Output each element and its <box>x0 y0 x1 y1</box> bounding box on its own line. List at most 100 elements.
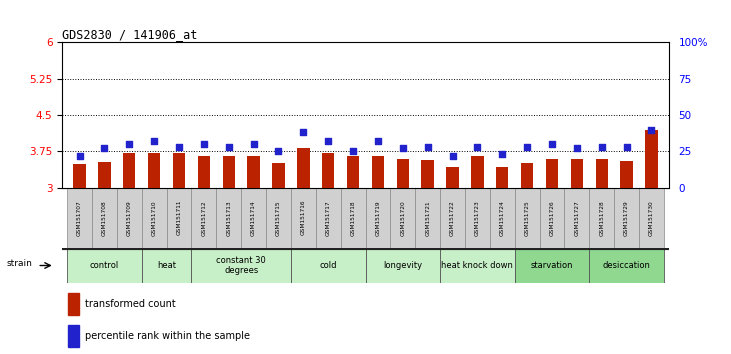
Point <box>347 149 359 154</box>
Bar <box>297 148 309 188</box>
Bar <box>539 188 564 248</box>
Bar <box>346 156 359 188</box>
Text: GSM151726: GSM151726 <box>550 200 555 235</box>
Bar <box>266 188 291 248</box>
Bar <box>564 188 589 248</box>
Point <box>546 141 558 147</box>
Bar <box>366 188 390 248</box>
Bar <box>123 153 135 188</box>
Bar <box>515 248 589 283</box>
Bar <box>316 188 341 248</box>
Bar <box>192 248 291 283</box>
Bar <box>372 156 385 188</box>
Bar <box>341 188 366 248</box>
Bar <box>322 153 334 188</box>
Text: GSM151724: GSM151724 <box>500 200 505 235</box>
Point <box>148 138 160 144</box>
Text: GSM151713: GSM151713 <box>226 200 231 235</box>
Bar <box>621 161 633 188</box>
Text: heat knock down: heat knock down <box>442 261 513 270</box>
Bar <box>390 188 415 248</box>
Bar <box>571 159 583 188</box>
Text: GSM151714: GSM151714 <box>251 200 256 235</box>
Point <box>198 141 210 147</box>
Text: starvation: starvation <box>531 261 573 270</box>
Bar <box>92 188 117 248</box>
Bar <box>521 164 534 188</box>
Text: GSM151716: GSM151716 <box>301 200 306 235</box>
Bar <box>68 293 79 315</box>
Point <box>173 144 185 150</box>
Bar <box>241 188 266 248</box>
Point <box>496 152 508 157</box>
Text: GSM151712: GSM151712 <box>201 200 206 235</box>
Bar <box>614 188 639 248</box>
Text: percentile rank within the sample: percentile rank within the sample <box>85 331 249 341</box>
Bar <box>272 164 284 188</box>
Bar <box>471 156 484 188</box>
Point <box>99 145 110 151</box>
Point <box>298 130 309 135</box>
Text: GSM151708: GSM151708 <box>102 200 107 235</box>
Bar <box>440 248 515 283</box>
Bar <box>148 153 160 188</box>
Point <box>124 141 135 147</box>
Bar <box>515 188 539 248</box>
Bar <box>596 159 608 188</box>
Point <box>273 149 284 154</box>
Text: GDS2830 / 141906_at: GDS2830 / 141906_at <box>62 28 197 41</box>
Text: control: control <box>90 261 119 270</box>
Bar <box>167 188 192 248</box>
Text: GSM151728: GSM151728 <box>599 200 605 235</box>
Bar <box>447 167 459 188</box>
Text: GSM151729: GSM151729 <box>624 200 629 235</box>
Bar <box>142 188 167 248</box>
Bar <box>192 188 216 248</box>
Text: GSM151709: GSM151709 <box>126 200 132 235</box>
Point <box>422 144 433 150</box>
Point <box>397 145 409 151</box>
Bar <box>546 159 558 188</box>
Text: GSM151711: GSM151711 <box>176 200 181 235</box>
Point <box>621 144 632 150</box>
Bar <box>173 153 185 188</box>
Point <box>223 144 235 150</box>
Text: transformed count: transformed count <box>85 299 175 309</box>
Point <box>596 144 607 150</box>
Bar <box>496 167 509 188</box>
Text: GSM151719: GSM151719 <box>376 200 380 235</box>
Bar <box>465 188 490 248</box>
Point <box>372 138 384 144</box>
Text: GSM151721: GSM151721 <box>425 200 430 235</box>
Text: GSM151717: GSM151717 <box>326 200 330 235</box>
Text: longevity: longevity <box>383 261 423 270</box>
Bar <box>639 188 664 248</box>
Text: GSM151715: GSM151715 <box>276 200 281 235</box>
Text: desiccation: desiccation <box>602 261 651 270</box>
Bar <box>422 160 434 188</box>
Text: GSM151727: GSM151727 <box>575 200 580 235</box>
Point <box>645 127 657 132</box>
Bar <box>291 248 366 283</box>
Bar <box>98 162 110 188</box>
Point <box>322 138 334 144</box>
Bar <box>589 188 614 248</box>
Bar <box>415 188 440 248</box>
Point <box>571 145 583 151</box>
Text: constant 30
degrees: constant 30 degrees <box>216 256 266 275</box>
Bar <box>291 188 316 248</box>
Text: strain: strain <box>6 259 32 268</box>
Text: GSM151710: GSM151710 <box>151 200 156 235</box>
Text: GSM151720: GSM151720 <box>401 200 405 235</box>
Bar <box>490 188 515 248</box>
Bar <box>222 156 235 188</box>
Text: cold: cold <box>319 261 337 270</box>
Bar <box>589 248 664 283</box>
Bar <box>197 156 210 188</box>
Bar <box>645 130 658 188</box>
Bar <box>67 248 142 283</box>
Text: GSM151730: GSM151730 <box>649 200 654 235</box>
Bar <box>68 325 79 347</box>
Text: GSM151723: GSM151723 <box>475 200 480 235</box>
Bar <box>67 188 92 248</box>
